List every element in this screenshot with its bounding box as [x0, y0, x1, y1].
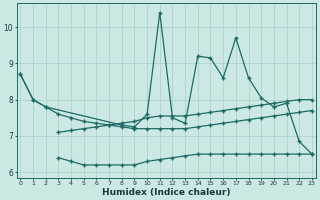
X-axis label: Humidex (Indice chaleur): Humidex (Indice chaleur): [102, 188, 230, 197]
